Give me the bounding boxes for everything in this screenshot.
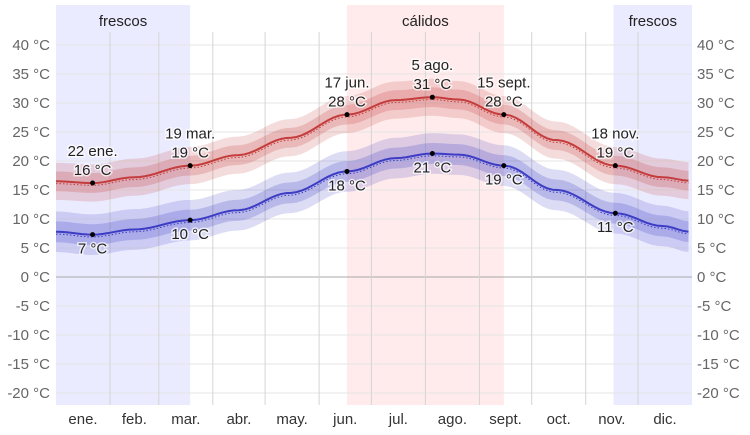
x-tick-label: mar.: [171, 411, 200, 428]
annotation-point: [612, 163, 618, 169]
x-tick-label: feb.: [122, 411, 147, 428]
average-line-low: [55, 152, 689, 236]
annotation-point: [187, 217, 193, 223]
y-tick-label-right: 40 °C: [697, 37, 735, 54]
annotation-point: [612, 210, 618, 216]
season-label: frescos: [99, 13, 147, 30]
y-tick-label-left: 10 °C: [12, 211, 50, 228]
annotation-date: 15 sept.: [477, 75, 530, 92]
season-label: frescos: [629, 13, 677, 30]
y-tick-label-right: -10 °C: [697, 327, 740, 344]
annotation-value: 28 °C: [328, 94, 366, 111]
perceived-line-high: [55, 99, 689, 186]
x-tick-label: nov.: [598, 411, 625, 428]
y-tick-label-right: 15 °C: [697, 182, 735, 199]
annotation-date: 18 nov.: [591, 126, 639, 143]
annotation-value: 19 °C: [171, 145, 209, 162]
annotation-point: [90, 180, 96, 186]
annotation-point: [187, 163, 193, 169]
x-tick-label: abr.: [226, 411, 251, 428]
y-tick-label-right: 25 °C: [697, 124, 735, 141]
y-tick-label-right: 20 °C: [697, 153, 735, 170]
x-tick-label: ene.: [68, 411, 97, 428]
annotation-point: [90, 232, 96, 238]
y-tick-label-left: 5 °C: [21, 240, 51, 257]
average-line-high: [55, 96, 689, 185]
y-tick-label-right: -20 °C: [697, 385, 740, 402]
annotation-value: 19 °C: [485, 172, 523, 189]
annotation-value: 16 °C: [74, 162, 112, 179]
y-tick-label-left: -20 °C: [7, 385, 50, 402]
y-tick-label-left: 30 °C: [12, 95, 50, 112]
y-tick-label-right: -15 °C: [697, 356, 740, 373]
y-tick-label-left: 0 °C: [21, 269, 51, 286]
annotation-date: 22 ene.: [68, 143, 118, 160]
annotation-value: 31 °C: [414, 76, 452, 93]
annotation-value: 18 °C: [328, 177, 366, 194]
percentile-band-low: [56, 143, 689, 246]
annotation-point: [344, 112, 350, 118]
annotation-value: 28 °C: [485, 94, 523, 111]
annotation-point: [501, 163, 507, 169]
y-tick-label-right: 10 °C: [697, 211, 735, 228]
x-tick-label: dic.: [653, 411, 676, 428]
y-tick-label-right: -5 °C: [697, 298, 732, 315]
annotation-value: 19 °C: [596, 145, 634, 162]
annotation-value: 11 °C: [597, 219, 634, 236]
percentile-band-high: [56, 87, 689, 193]
perceived-line-low: [55, 155, 689, 238]
season-band: [613, 5, 692, 405]
y-tick-label-right: 30 °C: [697, 95, 735, 112]
percentile-band-high: [56, 78, 689, 202]
annotation-point: [429, 94, 435, 100]
y-tick-label-left: 40 °C: [12, 37, 50, 54]
y-tick-label-left: -5 °C: [16, 298, 51, 315]
season-band: [56, 5, 191, 405]
y-tick-label-right: 0 °C: [697, 269, 727, 286]
x-tick-label: jul.: [388, 411, 408, 428]
annotation-point: [429, 150, 435, 156]
y-tick-label-right: 5 °C: [697, 240, 727, 257]
annotation-date: 19 mar.: [165, 126, 215, 143]
x-tick-label: ago.: [438, 411, 467, 428]
y-tick-label-right: 35 °C: [697, 66, 735, 83]
x-tick-label: oct.: [547, 411, 571, 428]
percentile-band-low: [56, 133, 689, 255]
y-tick-label-left: 20 °C: [12, 153, 50, 170]
y-tick-label-left: 35 °C: [12, 66, 50, 83]
season-label: cálidos: [402, 13, 449, 30]
annotation-value: 7 °C: [78, 241, 108, 258]
y-tick-label-left: 25 °C: [12, 124, 50, 141]
y-tick-label-left: -15 °C: [7, 356, 50, 373]
annotation-date: 17 jun.: [324, 75, 369, 92]
annotation-point: [501, 112, 507, 118]
annotation-value: 21 °C: [414, 159, 452, 176]
x-tick-label: sept.: [489, 411, 522, 428]
annotation-date: 5 ago.: [412, 57, 454, 74]
x-tick-label: jun.: [332, 411, 357, 428]
annotation-point: [344, 168, 350, 174]
y-tick-label-left: 15 °C: [12, 182, 50, 199]
annotation-value: 10 °C: [171, 226, 209, 243]
x-tick-label: may.: [276, 411, 307, 428]
y-tick-label-left: -10 °C: [7, 327, 50, 344]
